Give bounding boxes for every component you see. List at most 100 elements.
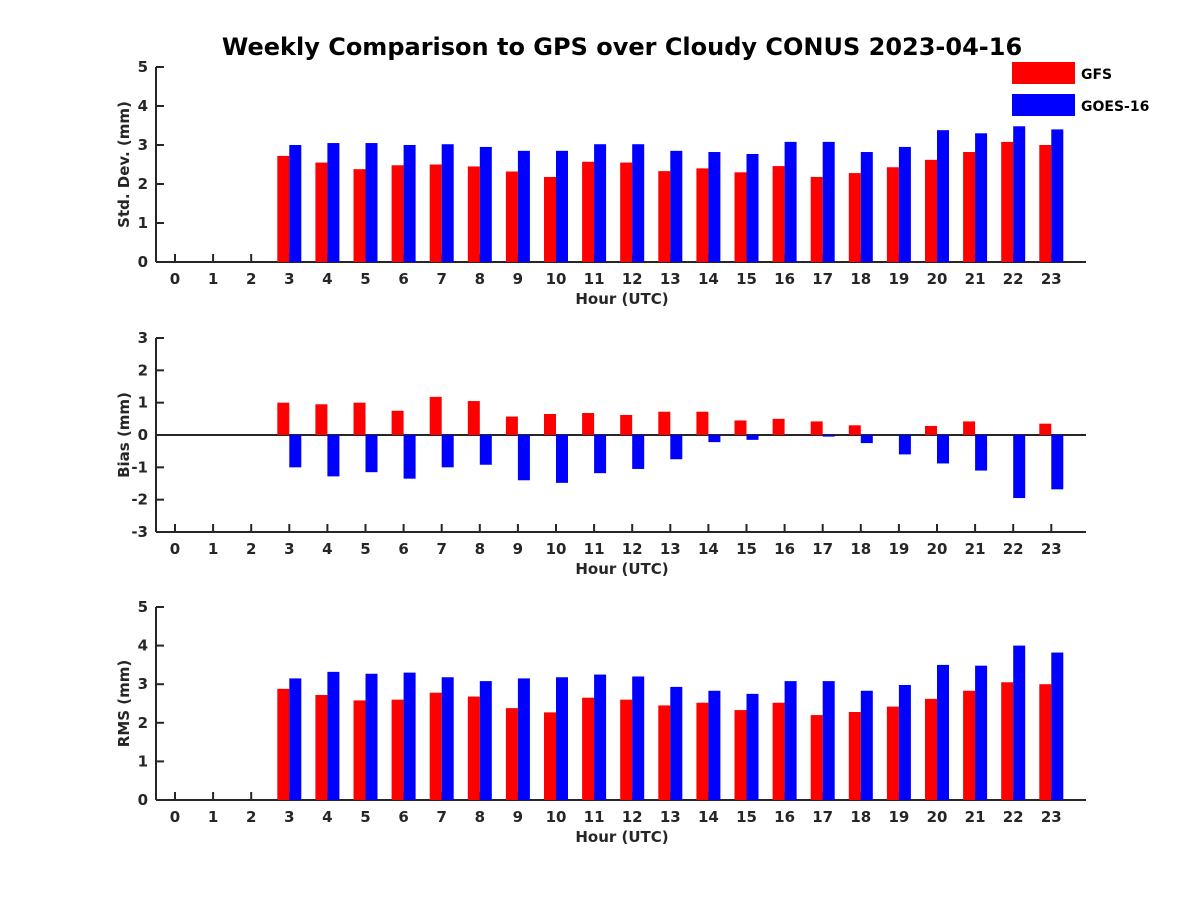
x-tick-label: 21 [965,270,986,288]
x-tick-label: 3 [284,808,294,826]
bar-goes16 [822,681,835,800]
bar-gfs [1001,682,1014,800]
bar-goes16 [784,681,797,800]
x-tick-label: 2 [246,808,256,826]
y-tick-label: 2 [138,714,148,732]
bar-gfs [353,700,366,800]
bar-goes16 [632,676,645,800]
bar-gfs [772,418,785,435]
x-tick-label: 20 [927,808,948,826]
bar-goes16 [289,678,302,800]
bar-gfs [810,715,823,800]
x-tick-label: 17 [812,270,833,288]
bar-goes16 [403,672,416,800]
x-tick-label: 22 [1003,270,1024,288]
bar-goes16 [594,435,607,474]
x-tick-label: 20 [927,540,948,558]
legend-swatch-gfs [1012,62,1075,84]
x-tick-label: 7 [436,270,446,288]
bar-gfs [963,690,976,800]
bar-gfs [1039,145,1052,262]
y-tick-label: 2 [138,361,148,379]
bar-gfs [963,421,976,435]
x-tick-label: 0 [170,270,180,288]
x-tick-label: 6 [398,540,408,558]
y-axis-label: Std. Dev. (mm) [115,101,133,228]
bar-gfs [734,710,747,800]
bar-goes16 [556,435,568,483]
bar-gfs [467,166,480,262]
legend: GFS GOES-16 [1012,62,1149,116]
bar-goes16 [898,435,911,455]
bar-gfs [582,697,595,800]
bar-goes16 [784,141,797,262]
bar-gfs [696,168,709,262]
bar-goes16 [441,144,454,262]
bar-gfs [467,401,480,435]
x-tick-label: 5 [360,270,370,288]
x-tick-label: 12 [622,540,643,558]
bar-goes16 [556,150,568,262]
bar-goes16 [327,671,340,800]
bar-gfs [429,396,442,435]
x-tick-label: 5 [360,808,370,826]
x-tick-label: 6 [398,270,408,288]
x-tick-label: 23 [1041,270,1062,288]
x-tick-label: 15 [736,270,757,288]
bar-gfs [734,420,747,435]
bar-goes16 [594,144,607,262]
x-axis-label: Hour (UTC) [575,828,668,846]
y-tick-label: -1 [131,458,148,476]
x-tick-label: 1 [208,540,218,558]
bar-gfs [505,171,518,262]
bar-goes16 [403,145,416,262]
bar-gfs [772,702,785,800]
bar-goes16 [327,143,340,262]
bar-gfs [886,706,899,800]
bar-gfs [658,705,671,800]
bar-goes16 [479,146,492,262]
bar-goes16 [898,146,911,262]
bar-goes16 [822,141,835,262]
x-tick-label: 8 [475,808,485,826]
bar-gfs [391,165,404,262]
bar-goes16 [365,143,378,262]
bar-goes16 [556,677,568,800]
bar-goes16 [746,693,759,800]
x-tick-label: 4 [322,540,332,558]
bar-goes16 [746,435,759,440]
x-tick-label: 19 [888,540,909,558]
bar-goes16 [670,150,683,262]
y-tick-label: 1 [138,394,148,412]
x-tick-label: 0 [170,808,180,826]
x-tick-label: 22 [1003,808,1024,826]
bar-gfs [620,414,633,435]
bar-gfs [925,698,937,800]
x-tick-label: 13 [660,270,681,288]
bar-goes16 [860,690,873,800]
bar-goes16 [1013,645,1026,800]
bar-goes16 [670,686,683,800]
x-tick-label: 10 [546,540,567,558]
x-tick-label: 8 [475,270,485,288]
bar-goes16 [670,435,683,460]
bar-gfs [696,411,709,435]
x-axis-label: Hour (UTC) [575,560,668,578]
bar-gfs [925,159,937,262]
bar-goes16 [632,144,645,262]
legend-label-gfs: GFS [1081,67,1112,83]
bar-gfs [277,688,290,800]
bar-gfs [848,173,861,262]
bar-gfs [353,402,366,435]
y-tick-label: 1 [138,752,148,770]
x-tick-label: 23 [1041,540,1062,558]
bar-goes16 [441,677,454,800]
bar-goes16 [517,435,530,481]
legend-swatch-goes16 [1012,94,1075,116]
y-tick-label: 4 [138,637,148,655]
y-tick-label: 5 [138,598,148,616]
x-tick-label: 16 [774,808,795,826]
